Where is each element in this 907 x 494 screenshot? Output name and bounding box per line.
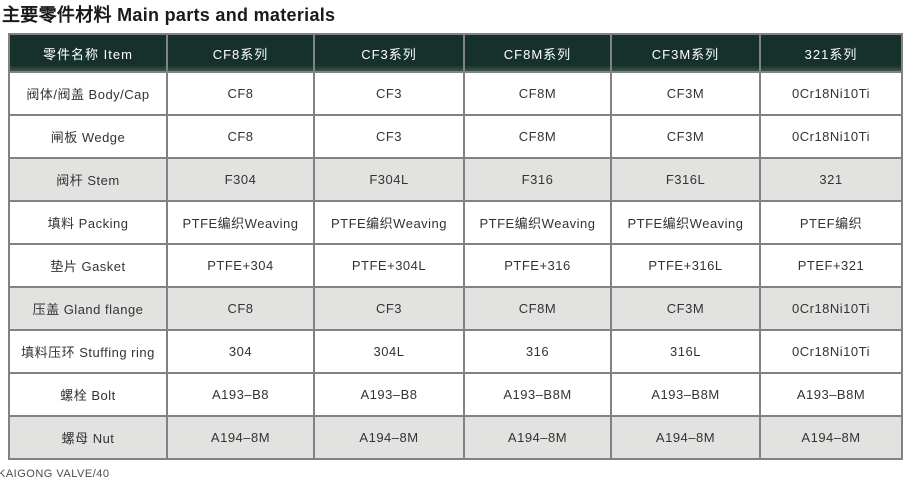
value-cell: A194–8M bbox=[313, 415, 465, 460]
value-cell: CF8M bbox=[463, 286, 612, 331]
table-row: 垫片 Gasket PTFE+304 PTFE+304L PTFE+316 PTFE+3… bbox=[8, 243, 903, 288]
value-cell: PTFE编织Weaving bbox=[313, 200, 465, 245]
value-cell: A193–B8M bbox=[463, 372, 612, 417]
value-cell: CF3 bbox=[313, 71, 465, 116]
value-cell: CF8 bbox=[166, 286, 315, 331]
value-cell: 0Cr18Ni10Ti bbox=[759, 329, 903, 374]
value-cell: CF8 bbox=[166, 71, 315, 116]
value-cell: CF8 bbox=[166, 114, 315, 159]
item-cell: 垫片 Gasket bbox=[8, 243, 168, 288]
column-header-cf8: CF8系列 bbox=[166, 33, 315, 73]
value-cell: CF3M bbox=[610, 71, 761, 116]
value-cell: PTFE编织Weaving bbox=[463, 200, 612, 245]
value-cell: CF8M bbox=[463, 71, 612, 116]
value-cell: A194–8M bbox=[463, 415, 612, 460]
column-header-cf3m: CF3M系列 bbox=[610, 33, 761, 73]
materials-table: 零件名称 Item CF8系列 CF3系列 CF8M系列 CF3M系列 321系… bbox=[8, 33, 903, 460]
value-cell: 0Cr18Ni10Ti bbox=[759, 114, 903, 159]
value-cell: 0Cr18Ni10Ti bbox=[759, 286, 903, 331]
value-cell: CF3M bbox=[610, 286, 761, 331]
table-row: 填料 Packing PTFE编织Weaving PTFE编织Weaving PTFE… bbox=[8, 200, 903, 245]
item-cell: 螺栓 Bolt bbox=[8, 372, 168, 417]
value-cell: CF3 bbox=[313, 114, 465, 159]
value-cell: A193–B8 bbox=[313, 372, 465, 417]
table-row: 螺栓 Bolt A193–B8 A193–B8 A193–B8M A193–B8M A19… bbox=[8, 372, 903, 417]
page-title: 主要零件材料 Main parts and materials bbox=[2, 5, 336, 25]
value-cell: F304 bbox=[166, 157, 315, 202]
item-cell: 阀体/阀盖 Body/Cap bbox=[8, 71, 168, 116]
value-cell: PTFE编织Weaving bbox=[610, 200, 761, 245]
table-row: 阀体/阀盖 Body/Cap CF8 CF3 CF8M CF3M 0Cr18Ni10Ti bbox=[8, 71, 903, 116]
value-cell: CF3 bbox=[313, 286, 465, 331]
value-cell: A193–B8 bbox=[166, 372, 315, 417]
value-cell: A194–8M bbox=[759, 415, 903, 460]
value-cell: A193–B8M bbox=[759, 372, 903, 417]
table-header-row: 零件名称 Item CF8系列 CF3系列 CF8M系列 CF3M系列 321系… bbox=[8, 33, 903, 73]
table-row: 压盖 Gland flange CF8 CF3 CF8M CF3M 0Cr18Ni10Ti bbox=[8, 286, 903, 331]
column-header-cf8m: CF8M系列 bbox=[463, 33, 612, 73]
value-cell: PTEF编织 bbox=[759, 200, 903, 245]
value-cell: F316L bbox=[610, 157, 761, 202]
value-cell: F316 bbox=[463, 157, 612, 202]
table-row: 闸板 Wedge CF8 CF3 CF8M CF3M 0Cr18Ni10Ti bbox=[8, 114, 903, 159]
page-footer: KAIGONG VALVE/40 bbox=[0, 468, 110, 480]
item-cell: 填料 Packing bbox=[8, 200, 168, 245]
value-cell: PTFE+316L bbox=[610, 243, 761, 288]
value-cell: PTFE+316 bbox=[463, 243, 612, 288]
table-row: 阀杆 Stem F304 F304L F316 F316L 321 bbox=[8, 157, 903, 202]
value-cell: CF3M bbox=[610, 114, 761, 159]
column-header-cf3: CF3系列 bbox=[313, 33, 465, 73]
value-cell: CF8M bbox=[463, 114, 612, 159]
value-cell: A194–8M bbox=[610, 415, 761, 460]
value-cell: PTEF+321 bbox=[759, 243, 903, 288]
item-cell: 螺母 Nut bbox=[8, 415, 168, 460]
value-cell: 316L bbox=[610, 329, 761, 374]
table-body: 阀体/阀盖 Body/Cap CF8 CF3 CF8M CF3M 0Cr18Ni10Ti 闸… bbox=[8, 71, 903, 460]
column-header-item: 零件名称 Item bbox=[8, 33, 168, 73]
value-cell: 304 bbox=[166, 329, 315, 374]
column-header-321: 321系列 bbox=[759, 33, 903, 73]
table-row: 螺母 Nut A194–8M A194–8M A194–8M A194–8M A194–8… bbox=[8, 415, 903, 460]
value-cell: PTFE编织Weaving bbox=[166, 200, 315, 245]
value-cell: PTFE+304 bbox=[166, 243, 315, 288]
value-cell: A194–8M bbox=[166, 415, 315, 460]
item-cell: 压盖 Gland flange bbox=[8, 286, 168, 331]
value-cell: 304L bbox=[313, 329, 465, 374]
value-cell: F304L bbox=[313, 157, 465, 202]
item-cell: 闸板 Wedge bbox=[8, 114, 168, 159]
value-cell: A193–B8M bbox=[610, 372, 761, 417]
item-cell: 填料压环 Stuffing ring bbox=[8, 329, 168, 374]
value-cell: PTFE+304L bbox=[313, 243, 465, 288]
table-row: 填料压环 Stuffing ring 304 304L 316 316L 0Cr18Ni1… bbox=[8, 329, 903, 374]
value-cell: 316 bbox=[463, 329, 612, 374]
value-cell: 321 bbox=[759, 157, 903, 202]
value-cell: 0Cr18Ni10Ti bbox=[759, 71, 903, 116]
item-cell: 阀杆 Stem bbox=[8, 157, 168, 202]
